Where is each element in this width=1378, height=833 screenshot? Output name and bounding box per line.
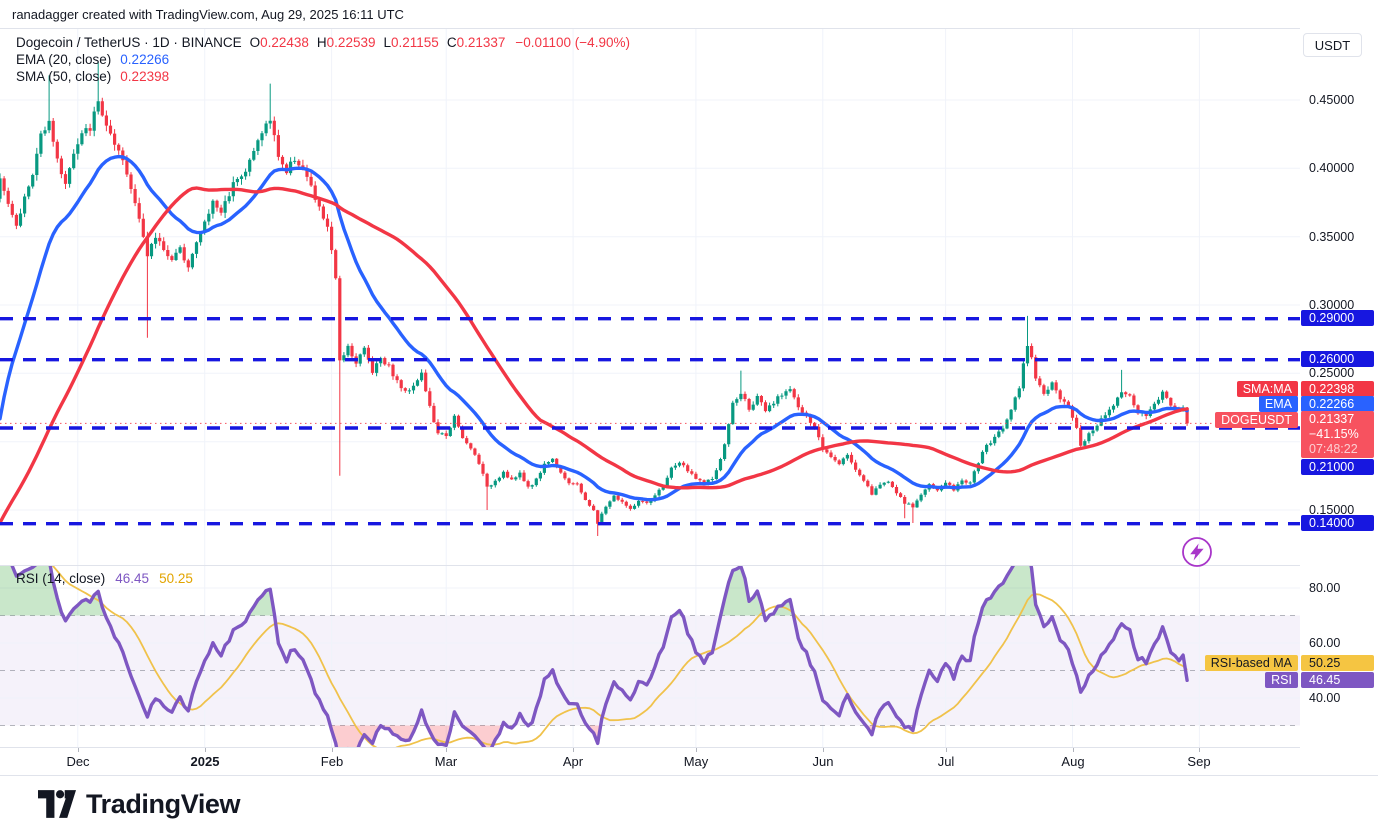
candles-up xyxy=(0,61,1185,525)
time-axis-tick xyxy=(573,748,574,752)
rsi-axis-tick: 40.00 xyxy=(1309,691,1341,705)
last-price-value: 0.21337 xyxy=(1309,412,1355,426)
rsi-name-pill: RSI-based MA xyxy=(1204,655,1298,671)
ema-legend[interactable]: EMA (20, close) 0.22266 xyxy=(16,51,169,68)
time-axis-tick xyxy=(205,748,206,752)
time-axis-tick xyxy=(946,748,947,752)
pane-divider[interactable] xyxy=(0,565,1378,566)
rsi-legend-value: 46.45 xyxy=(115,571,150,586)
symbol-name-pill: DOGEUSDT xyxy=(1215,412,1298,428)
time-axis-label: Sep xyxy=(1187,754,1211,769)
last-price-change: −41.15% xyxy=(1309,427,1359,441)
level-price-badge: 0.21000 xyxy=(1301,459,1374,475)
attribution-text: ranadagger created with TradingView.com,… xyxy=(12,7,404,22)
bar-countdown: 07:48:22 xyxy=(1309,442,1358,456)
sma-legend-value: 0.22398 xyxy=(120,69,170,84)
time-axis-divider xyxy=(0,747,1378,748)
frame-top-divider xyxy=(0,28,1378,29)
ohlc-high-value: 0.22539 xyxy=(326,35,376,50)
time-axis-label: Aug xyxy=(1061,754,1085,769)
time-axis-label: Jul xyxy=(937,754,955,769)
ohlc-high-key: H xyxy=(316,35,327,50)
time-axis-tick xyxy=(332,748,333,752)
indicator-value-badge: 0.22398 xyxy=(1301,381,1374,397)
ohlc-low-value: 0.21155 xyxy=(391,35,439,50)
tradingview-logo[interactable]: TradingView xyxy=(38,789,241,820)
time-axis-tick xyxy=(78,748,79,752)
ema-legend-label: EMA (20, close) xyxy=(16,52,112,67)
tradingview-logo-text: TradingView xyxy=(86,789,241,819)
frame-bottom-divider xyxy=(0,775,1378,776)
price-axis-tick: 0.35000 xyxy=(1309,230,1355,244)
indicator-value-badge: 0.22266 xyxy=(1301,396,1374,412)
level-price-badge: 0.14000 xyxy=(1301,515,1374,531)
time-axis-label: Apr xyxy=(562,754,584,769)
rsi-axis-tick: 80.00 xyxy=(1309,581,1341,595)
rsi-ma-legend-value: 50.25 xyxy=(159,571,193,586)
ohlc-open-key: O xyxy=(249,35,261,50)
time-axis-label: Mar xyxy=(434,754,458,769)
main-price-pane[interactable] xyxy=(0,28,1300,565)
rsi-ma-line xyxy=(50,565,1188,747)
sma-legend[interactable]: SMA (50, close) 0.22398 xyxy=(16,68,169,85)
time-axis-label: Jun xyxy=(812,754,834,769)
indicator-name-pill: SMA:MA xyxy=(1236,381,1298,397)
rsi-line xyxy=(10,565,1189,747)
change-value: −0.01100 (−4.90%) xyxy=(515,35,630,50)
rsi-value-badge: 50.25 xyxy=(1301,655,1374,671)
price-axis-tick: 0.30000 xyxy=(1309,298,1355,312)
time-axis-tick xyxy=(446,748,447,752)
time-axis-tick xyxy=(1199,748,1200,752)
currency-button[interactable]: USDT xyxy=(1303,33,1362,57)
ohlc-low-key: L xyxy=(383,35,391,50)
price-axis-tick: 0.15000 xyxy=(1309,503,1355,517)
price-axis-tick: 0.25000 xyxy=(1309,366,1355,380)
ema-line xyxy=(0,154,1189,502)
tradingview-logo-mark xyxy=(38,790,76,818)
time-axis[interactable]: Dec 2025 Feb Mar Apr May Jun Jul Aug Sep xyxy=(0,748,1300,775)
ohlc-close-key: C xyxy=(446,35,457,50)
time-axis-label: 2025 xyxy=(190,754,220,769)
time-axis-label: Dec xyxy=(66,754,90,769)
time-axis-label: May xyxy=(683,754,709,769)
horizontal-level-lines xyxy=(0,317,1300,526)
rsi-legend[interactable]: RSI (14, close) 46.45 50.25 xyxy=(16,570,193,587)
level-price-badge: 0.26000 xyxy=(1301,351,1374,367)
level-price-badge: 0.29000 xyxy=(1301,310,1374,326)
last-price-badge: 0.21337 −41.15% 07:48:22 xyxy=(1301,411,1374,458)
sma-line xyxy=(0,186,1189,525)
sma-legend-label: SMA (50, close) xyxy=(16,69,112,84)
time-axis-tick xyxy=(1073,748,1074,752)
ohlc-open-value: 0.22438 xyxy=(260,35,309,50)
time-axis-tick xyxy=(696,748,697,752)
symbol-legend[interactable]: Dogecoin / TetherUS · 1D · BINANCE O0.224… xyxy=(16,34,630,51)
price-axis-tick: 0.45000 xyxy=(1309,93,1355,107)
time-axis-label: Feb xyxy=(320,754,344,769)
price-axis-tick: 0.40000 xyxy=(1309,161,1355,175)
rsi-pane[interactable] xyxy=(0,565,1300,747)
symbol-title: Dogecoin / TetherUS · 1D · BINANCE xyxy=(16,35,242,50)
time-axis-tick xyxy=(823,748,824,752)
price-axis[interactable]: 0.45000 0.40000 0.35000 0.30000 0.25000 0.150… xyxy=(1300,28,1378,775)
lightning-icon[interactable] xyxy=(1179,534,1215,570)
rsi-legend-label: RSI (14, close) xyxy=(16,571,106,586)
rsi-value-badge: 46.45 xyxy=(1301,672,1374,688)
indicator-name-pill: EMA xyxy=(1258,396,1298,412)
rsi-axis-tick: 60.00 xyxy=(1309,636,1341,650)
rsi-name-pill: RSI xyxy=(1265,672,1298,688)
ohlc-close-value: 0.21337 xyxy=(456,35,506,50)
ema-legend-value: 0.22266 xyxy=(120,52,170,67)
